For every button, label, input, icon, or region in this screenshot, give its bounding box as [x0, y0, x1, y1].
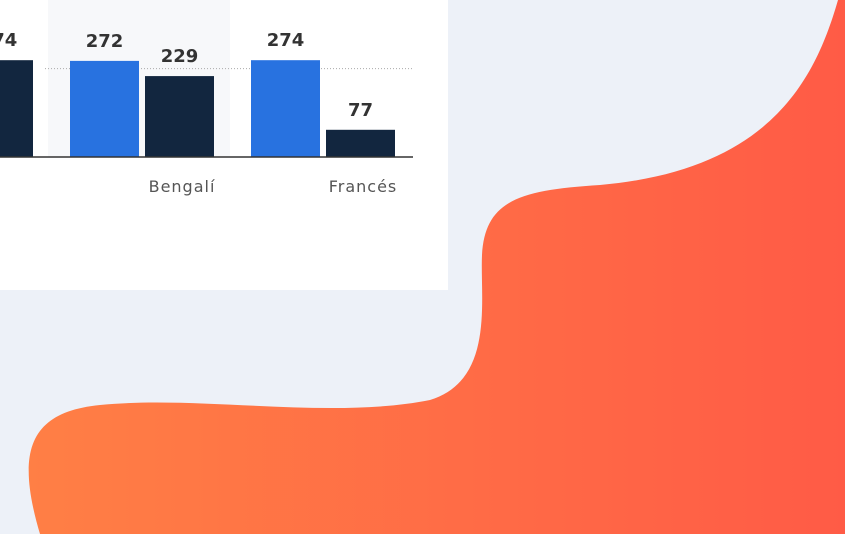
x-tick-label: Francés: [329, 177, 398, 196]
bar: [70, 61, 139, 157]
value-label: 274: [0, 30, 17, 51]
value-label: 229: [161, 46, 199, 67]
bar: [326, 130, 395, 157]
value-label: 272: [86, 31, 124, 52]
bar: [251, 60, 320, 157]
chart-card: 274 Bengalí 272 229 Francés 274 77: [0, 0, 448, 290]
value-label: 77: [348, 100, 373, 121]
page: {"chart_data":{"type":"bar","categories"…: [0, 0, 845, 534]
bar: [0, 60, 33, 157]
bar: [145, 76, 214, 157]
x-tick-label: Bengalí: [149, 177, 216, 196]
value-label: 274: [267, 30, 305, 51]
chart: 274 Bengalí 272 229 Francés 274 77: [0, 0, 448, 290]
